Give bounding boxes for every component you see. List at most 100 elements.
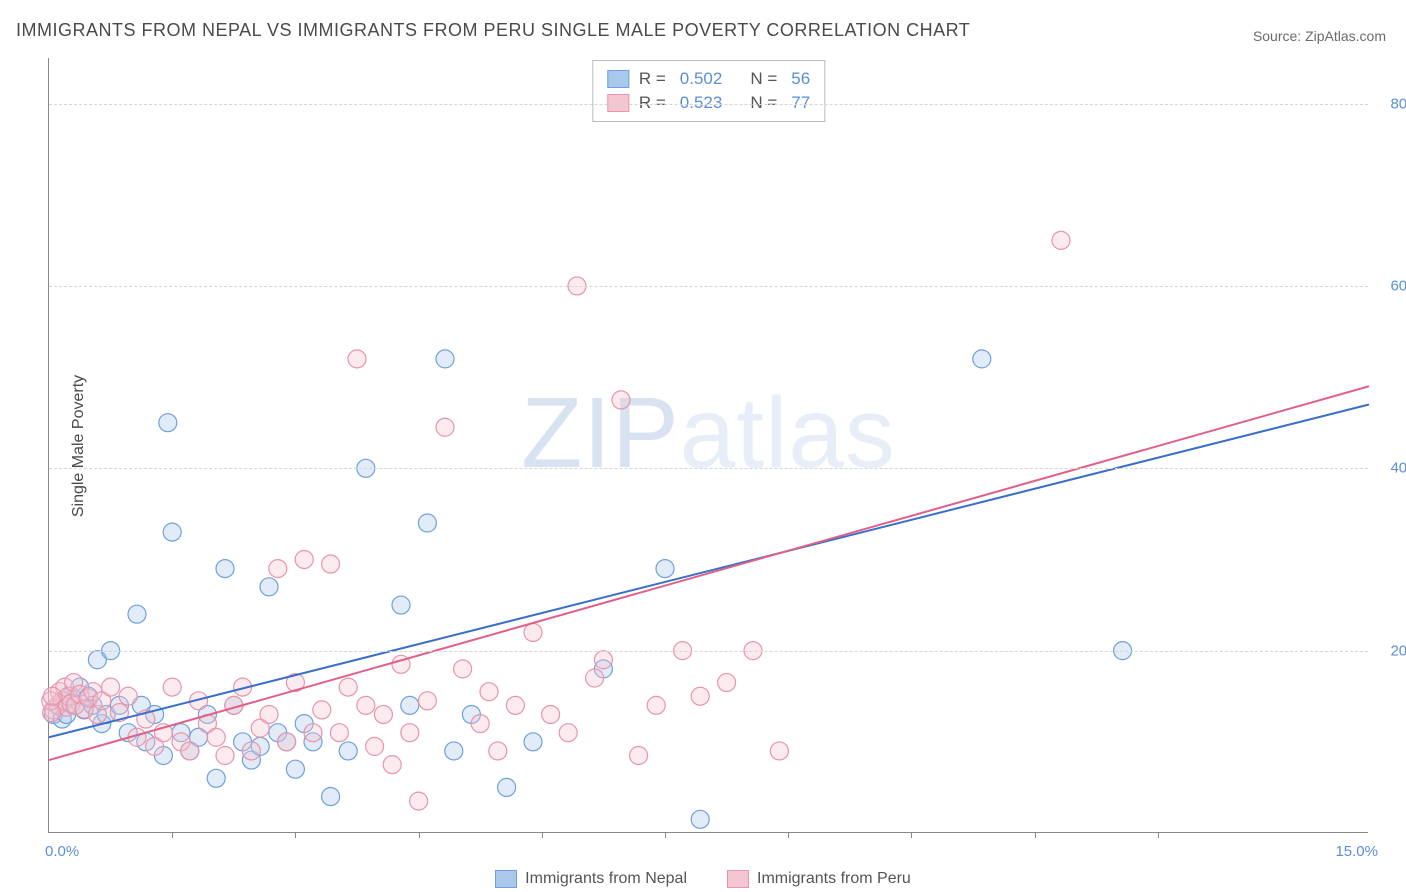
chart-plot-area: ZIPatlas R =0.502N =56R =0.523N =77 0.0%… [48,58,1368,833]
x-tick [665,832,666,838]
x-tick [911,832,912,838]
data-point [498,778,516,796]
data-point [586,669,604,687]
data-point [630,747,648,765]
data-point [313,701,331,719]
data-point [471,715,489,733]
data-point [647,696,665,714]
gridline [49,468,1368,469]
n-value: 56 [791,69,810,89]
data-point [181,742,199,760]
data-point [304,724,322,742]
series-legend: Immigrants from Nepal Immigrants from Per… [0,870,1406,888]
data-point [322,788,340,806]
x-tick [542,832,543,838]
x-axis-min-label: 0.0% [45,843,79,860]
y-tick-label: 40.0% [1390,460,1406,477]
data-point [691,810,709,828]
y-tick-label: 20.0% [1390,642,1406,659]
data-point [480,683,498,701]
data-point [43,704,61,722]
data-point [383,756,401,774]
x-tick [419,832,420,838]
x-tick [1158,832,1159,838]
data-point [612,391,630,409]
data-point [159,414,177,432]
data-point [216,747,234,765]
stats-row: R = 0.502 N = 56 [607,67,810,91]
data-point [295,550,313,568]
data-point [973,350,991,368]
data-point [278,733,296,751]
source-attribution: Source: ZipAtlas.com [1253,28,1386,44]
data-point [718,674,736,692]
data-point [691,687,709,705]
legend-swatch [607,70,629,88]
scatter-plot-svg [49,58,1368,832]
data-point [542,705,560,723]
data-point [436,418,454,436]
gridline [49,651,1368,652]
data-point [401,724,419,742]
data-point [260,705,278,723]
data-point [357,696,375,714]
data-point [242,742,260,760]
data-point [374,705,392,723]
data-point [216,560,234,578]
legend-item: Immigrants from Nepal [495,870,687,888]
data-point [207,769,225,787]
y-tick-label: 80.0% [1390,95,1406,112]
data-point [339,678,357,696]
r-label: R = [639,69,666,89]
data-point [330,724,348,742]
legend-swatch [727,870,749,888]
data-point [44,687,62,705]
n-label: N = [750,69,777,89]
data-point [339,742,357,760]
y-tick-label: 60.0% [1390,277,1406,294]
legend-item: Immigrants from Peru [727,870,911,888]
data-point [163,523,181,541]
data-point [445,742,463,760]
data-point [489,742,507,760]
data-point [366,737,384,755]
data-point [286,760,304,778]
data-point [322,555,340,573]
data-point [524,623,542,641]
trend-line [49,386,1369,760]
data-point [269,560,287,578]
legend-label: Immigrants from Nepal [525,870,687,888]
data-point [128,605,146,623]
legend-label: Immigrants from Peru [757,870,911,888]
data-point [260,578,278,596]
data-point [401,696,419,714]
trend-line [49,404,1369,737]
stats-legend-box: R =0.502N =56R =0.523N =77 [592,60,825,122]
x-tick [788,832,789,838]
data-point [594,651,612,669]
data-point [348,350,366,368]
data-point [770,742,788,760]
gridline [49,104,1368,105]
data-point [506,696,524,714]
data-point [392,596,410,614]
data-point [524,733,542,751]
r-value: 0.502 [680,69,723,89]
data-point [1052,231,1070,249]
data-point [418,514,436,532]
x-tick [1035,832,1036,838]
data-point [163,678,181,696]
data-point [207,728,225,746]
x-axis-max-label: 15.0% [1335,843,1378,860]
data-point [656,560,674,578]
x-tick [295,832,296,838]
chart-title: IMMIGRANTS FROM NEPAL VS IMMIGRANTS FROM… [16,20,970,41]
x-tick [172,832,173,838]
data-point [559,724,577,742]
data-point [418,692,436,710]
data-point [410,792,428,810]
data-point [436,350,454,368]
data-point [454,660,472,678]
gridline [49,286,1368,287]
data-point [119,687,137,705]
